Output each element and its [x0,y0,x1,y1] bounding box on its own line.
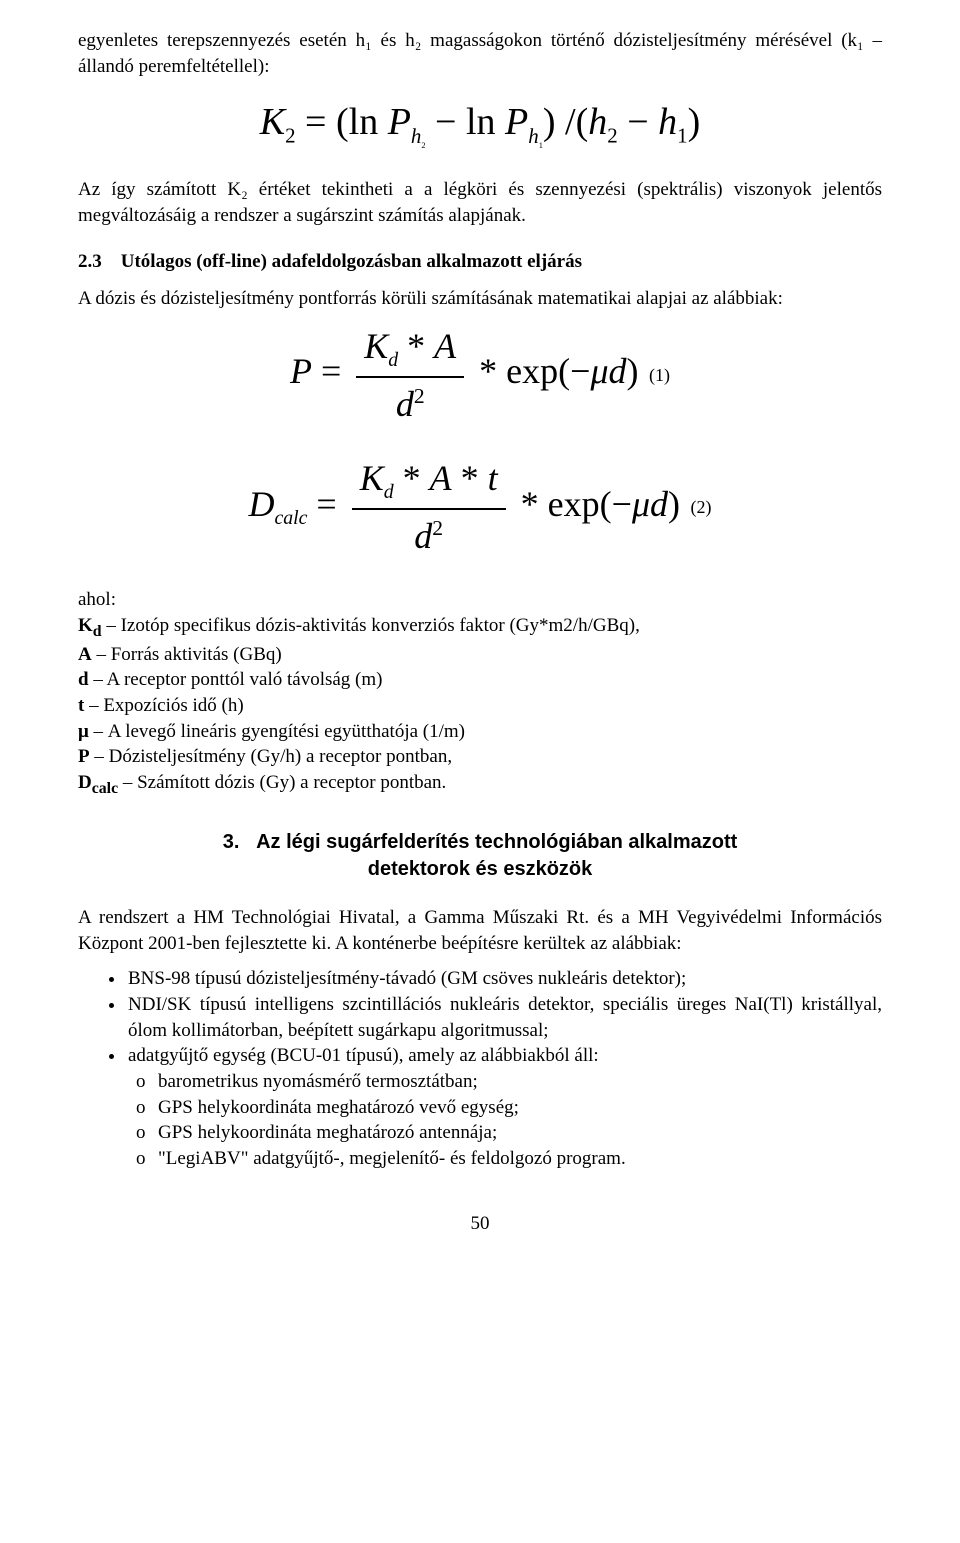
list-item: BNS-98 típusú dózisteljesítmény-távadó (… [126,966,882,992]
intro-paragraph-2: Az így számított K₂ értéket tekintheti a… [78,177,882,228]
section-3-title-line1: Az légi sugárfelderítés technológiában a… [256,831,737,853]
equation-dcalc: Dcalc = Kd * A * td2 * exp(−μd) (2) [78,454,882,561]
section-2-3-title: Utólagos (off-line) adafeldolgozásban al… [121,251,582,272]
sub-equipment-list: barometrikus nyomásmérő termosztátban; G… [128,1069,882,1172]
list-item: "LegiABV" adatgyűjtő-, megjelenítő- és f… [158,1146,882,1172]
intro-paragraph-1: egyenletes terepszennyezés esetén h₁ és … [78,28,882,79]
var-kd: Kd Kd – Izotóp specifikus dózis-aktivitá… [78,613,882,642]
section-2-3-intro: A dózis és dózisteljesítmény pontforrás … [78,286,882,312]
section-2-3-number: 2.3 [78,251,102,272]
var-t: t – Expozíciós idő (h) [78,693,882,719]
page-container: egyenletes terepszennyezés esetén h₁ és … [0,0,960,1277]
equipment-list: BNS-98 típusú dózisteljesítmény-távadó (… [78,966,882,1171]
page-number: 50 [78,1211,882,1237]
var-dcalc: Dcalc – Számított dózis (Gy) a receptor … [78,770,882,799]
list-item: NDI/SK típusú intelligens szcintillációs… [126,992,882,1043]
section-2-3-heading: 2.3 Utólagos (off-line) adafeldolgozásba… [78,249,882,275]
ahol-label: ahol: [78,587,882,613]
section-3-paragraph: A rendszert a HM Technológiai Hivatal, a… [78,905,882,956]
var-mu: μ – A levegő lineáris gyengítési együtth… [78,719,882,745]
equation-k2: K2 = (ln Ph2 − ln Ph1) /(h2 − h1) [78,97,882,151]
variable-definitions: ahol: Kd Kd – Izotóp specifikus dózis-ak… [78,587,882,799]
list-item: GPS helykoordináta meghatározó antennája… [158,1120,882,1146]
section-3-number: 3. [223,831,240,853]
section-3-title-line2: detektorok és eszközök [368,858,593,880]
var-p: P – Dózisteljesítmény (Gy/h) a receptor … [78,744,882,770]
equation-p: P = Kd * Ad2 * exp(−μd) (1) [78,322,882,429]
var-d: d – A receptor ponttól való távolság (m) [78,667,882,693]
list-item: GPS helykoordináta meghatározó vevő egys… [158,1095,882,1121]
var-a: A – Forrás aktivitás (GBq) [78,642,882,668]
list-item: barometrikus nyomásmérő termosztátban; [158,1069,882,1095]
section-3-heading: 3. Az légi sugárfelderítés technológiába… [78,829,882,883]
list-item: adatgyűjtő egység (BCU-01 típusú), amely… [126,1043,882,1171]
